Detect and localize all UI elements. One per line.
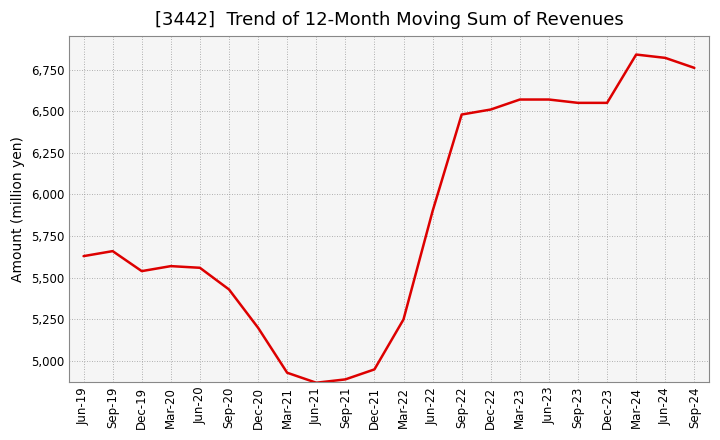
Y-axis label: Amount (million yen): Amount (million yen) [11,136,25,282]
Title: [3442]  Trend of 12-Month Moving Sum of Revenues: [3442] Trend of 12-Month Moving Sum of R… [155,11,624,29]
